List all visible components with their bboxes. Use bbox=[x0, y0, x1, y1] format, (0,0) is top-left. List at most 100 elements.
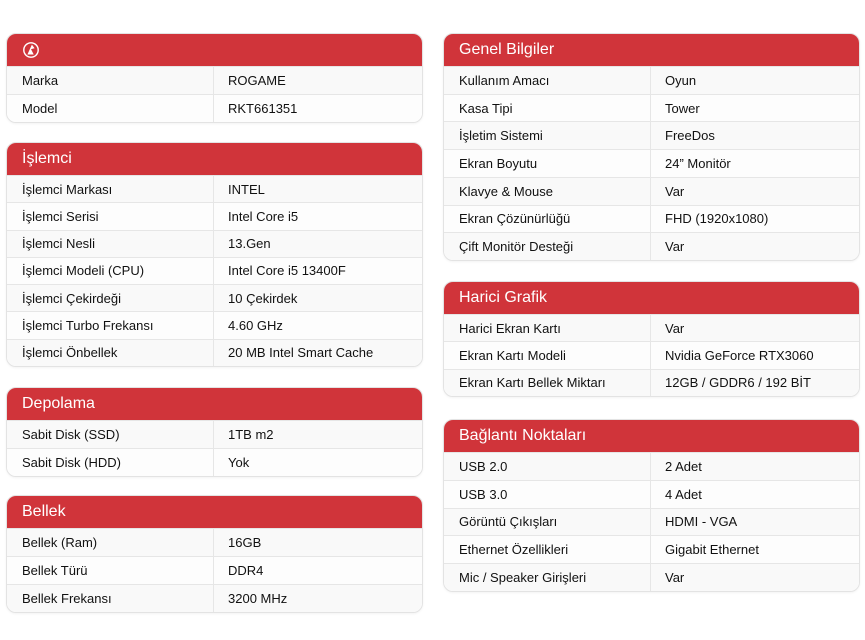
spec-value: 4 Adet bbox=[665, 486, 702, 502]
spec-value: RKT661351 bbox=[228, 101, 298, 116]
spec-label: Ekran Çözünürlüğü bbox=[444, 205, 651, 233]
spec-label: Görüntü Çıkışları bbox=[444, 508, 651, 536]
panel-header: Genel Bilgiler bbox=[444, 34, 859, 66]
spec-row: USB 2.0 2 Adet bbox=[444, 452, 859, 480]
spec-row: Ekran Boyutu 24” Monitör bbox=[444, 149, 859, 177]
spec-label: İşlemci Markası bbox=[7, 176, 214, 203]
spec-row: İşlemci Turbo Frekansı 4.60 GHz bbox=[7, 311, 422, 339]
spec-value: HDMI - VGA bbox=[665, 514, 738, 530]
spec-label: İşlemci Modeli (CPU) bbox=[7, 257, 214, 285]
panel-header: İşlemci bbox=[7, 143, 422, 175]
spec-label: Ethernet Özellikleri bbox=[444, 536, 651, 564]
spec-value: Var bbox=[665, 183, 685, 199]
spec-row: Marka ROGAME bbox=[7, 66, 422, 94]
spec-label: Bellek (Ram) bbox=[7, 529, 214, 556]
rogame-logo-icon bbox=[23, 42, 39, 58]
spec-value: Gigabit Ethernet bbox=[665, 542, 759, 558]
spec-label: İşlemci Nesli bbox=[7, 230, 214, 257]
spec-row: Kasa Tipi Tower bbox=[444, 93, 859, 122]
spec-label: Bellek Türü bbox=[7, 557, 214, 584]
spec-value: INTEL bbox=[228, 181, 265, 197]
panel-header: Harici Grafik bbox=[444, 282, 859, 314]
spec-row: Klavye & Mouse Var bbox=[444, 176, 859, 205]
spec-value: 1TB m2 bbox=[228, 427, 274, 442]
spec-label: Kasa Tipi bbox=[444, 94, 651, 122]
spec-label: İşlemci Önbellek bbox=[7, 339, 214, 366]
spec-label: Harici Ekran Kartı bbox=[444, 315, 651, 342]
spec-label: Model bbox=[7, 95, 214, 122]
spec-row: Görüntü Çıkışları HDMI - VGA bbox=[444, 507, 859, 536]
spec-value: 3200 MHz bbox=[228, 591, 288, 606]
panel-islemci: İşlemci İşlemci Markası INTEL İşlemci Seris… bbox=[6, 142, 423, 367]
spec-row: Harici Ekran Kartı Var bbox=[444, 314, 859, 342]
spec-row: İşlemci Serisi Intel Core i5 bbox=[7, 202, 422, 230]
spec-row: Bellek (Ram) 16GB bbox=[7, 528, 422, 556]
spec-value: 2 Adet bbox=[665, 458, 702, 474]
spec-label: Bellek Frekansı bbox=[7, 585, 214, 612]
spec-value: Oyun bbox=[665, 72, 697, 88]
spec-label: Kullanım Amacı bbox=[444, 67, 651, 94]
spec-value: 16GB bbox=[228, 535, 262, 550]
spec-row: İşlemci Nesli 13.Gen bbox=[7, 229, 422, 257]
spec-row: Kullanım Amacı Oyun bbox=[444, 66, 859, 94]
spec-label: Sabit Disk (HDD) bbox=[7, 449, 214, 476]
spec-row: Sabit Disk (HDD) Yok bbox=[7, 448, 422, 476]
spec-row: İşlemci Önbellek 20 MB Intel Smart Cache bbox=[7, 338, 422, 366]
spec-label: İşlemci Serisi bbox=[7, 203, 214, 230]
panel-genel-bilgiler: Genel Bilgiler Kullanım Amacı Oyun Kasa Tip… bbox=[443, 33, 860, 261]
panel-depolama: Depolama Sabit Disk (SSD) 1TB m2 Sabit Disk… bbox=[6, 387, 423, 477]
spec-row: Mic / Speaker Girişleri Var bbox=[444, 563, 859, 591]
spec-value: FHD (1920x1080) bbox=[665, 211, 769, 227]
panel-bellek: Bellek Bellek (Ram) 16GB Bellek Türü DDR4 Bel… bbox=[6, 495, 423, 613]
spec-label: USB 3.0 bbox=[444, 480, 651, 508]
spec-value: Intel Core i5 13400F bbox=[228, 263, 346, 279]
spec-row: İşletim Sistemi FreeDos bbox=[444, 121, 859, 150]
spec-label: İşlemci Turbo Frekansı bbox=[7, 312, 214, 339]
spec-row: Sabit Disk (SSD) 1TB m2 bbox=[7, 420, 422, 448]
spec-value: 20 MB Intel Smart Cache bbox=[228, 345, 374, 361]
panel-header: Depolama bbox=[7, 388, 422, 420]
spec-label: Marka bbox=[7, 67, 214, 94]
spec-value: DDR4 bbox=[228, 563, 264, 578]
spec-row: Bellek Frekansı 3200 MHz bbox=[7, 584, 422, 612]
spec-value: 12GB / GDDR6 / 192 BİT bbox=[665, 375, 811, 391]
spec-value: 10 Çekirdek bbox=[228, 290, 298, 306]
panel-header: Bellek bbox=[7, 496, 422, 528]
spec-row: USB 3.0 4 Adet bbox=[444, 479, 859, 508]
spec-value: FreeDos bbox=[665, 128, 715, 144]
spec-label: İşletim Sistemi bbox=[444, 122, 651, 150]
panel-baglanti-noktalari: Bağlantı Noktaları USB 2.0 2 Adet USB 3.0 4 … bbox=[443, 419, 860, 592]
panel-header: Bağlantı Noktaları bbox=[444, 420, 859, 452]
spec-value: Var bbox=[665, 320, 685, 336]
spec-row: Ekran Kartı Bellek Miktarı 12GB / GDDR6 /… bbox=[444, 368, 859, 396]
spec-label: Ekran Kartı Modeli bbox=[444, 342, 651, 369]
spec-row: Bellek Türü DDR4 bbox=[7, 556, 422, 584]
spec-label: Ekran Boyutu bbox=[444, 150, 651, 177]
spec-row: Model RKT661351 bbox=[7, 94, 422, 122]
panel-header bbox=[7, 34, 422, 66]
spec-value: Yok bbox=[228, 455, 250, 470]
spec-value: Tower bbox=[665, 100, 700, 116]
spec-label: Klavye & Mouse bbox=[444, 177, 651, 205]
spec-value: Nvidia GeForce RTX3060 bbox=[665, 347, 814, 363]
spec-label: Çift Monitör Desteği bbox=[444, 233, 651, 260]
spec-label: Mic / Speaker Girişleri bbox=[444, 564, 651, 591]
spec-value: Var bbox=[665, 239, 685, 255]
spec-value: 4.60 GHz bbox=[228, 318, 283, 334]
spec-value: Var bbox=[665, 570, 685, 586]
spec-row: İşlemci Çekirdeği 10 Çekirdek bbox=[7, 284, 422, 312]
spec-value: ROGAME bbox=[228, 73, 286, 88]
spec-value: 13.Gen bbox=[228, 236, 271, 252]
spec-label: Sabit Disk (SSD) bbox=[7, 421, 214, 448]
spec-label: USB 2.0 bbox=[444, 453, 651, 480]
spec-row: Ethernet Özellikleri Gigabit Ethernet bbox=[444, 535, 859, 564]
spec-row: Ekran Kartı Modeli Nvidia GeForce RTX3060 bbox=[444, 341, 859, 369]
spec-row: İşlemci Markası INTEL bbox=[7, 175, 422, 203]
spec-row: İşlemci Modeli (CPU) Intel Core i5 13400F bbox=[7, 256, 422, 285]
spec-value: 24” Monitör bbox=[665, 155, 731, 171]
spec-label: İşlemci Çekirdeği bbox=[7, 285, 214, 312]
panel-harici-grafik: Harici Grafik Harici Ekran Kartı Var Ekran … bbox=[443, 281, 860, 397]
spec-row: Ekran Çözünürlüğü FHD (1920x1080) bbox=[444, 204, 859, 233]
panel-brand: Marka ROGAME Model RKT661351 bbox=[6, 33, 423, 123]
spec-label: Ekran Kartı Bellek Miktarı bbox=[444, 369, 651, 396]
